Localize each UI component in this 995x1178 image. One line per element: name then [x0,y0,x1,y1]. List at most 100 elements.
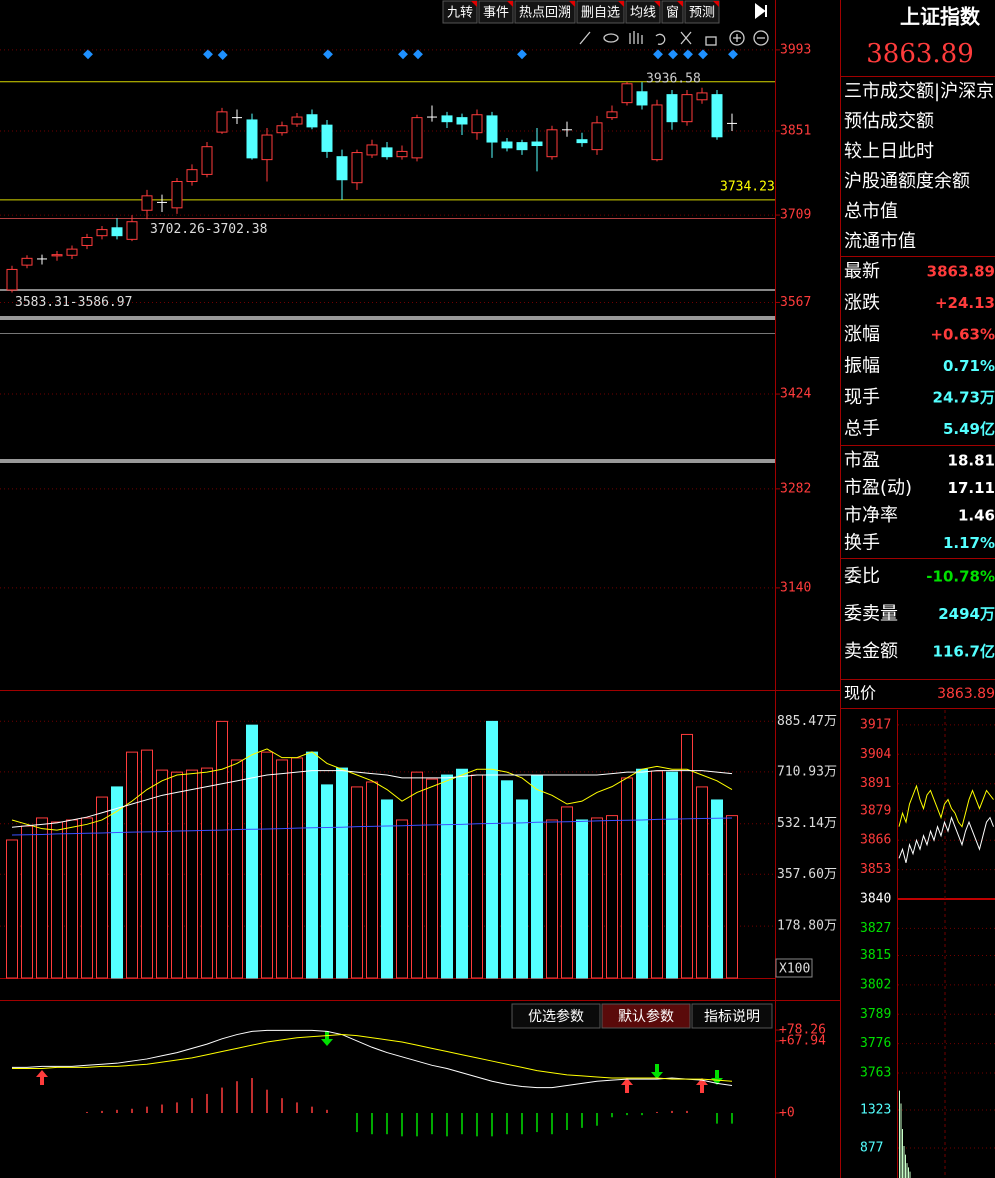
stat-label: 换手 [844,533,880,554]
toolbar-flag [618,1,624,7]
y-tick-label: +78.26 [779,1023,826,1038]
volume-bar [396,819,408,979]
event-marker[interactable] [728,49,738,60]
volume-bar [186,769,198,979]
indicator-button[interactable] [691,1003,773,1029]
candle-body [141,195,153,211]
y-tick-label: +67.94 [779,1033,826,1048]
volume-bar [351,786,363,979]
lock-icon[interactable] [705,36,717,46]
y-tick-label: 3853 [860,862,891,877]
stat-label: 市净率 [844,505,898,526]
candle-body [621,83,633,104]
volume-bar [441,774,453,979]
y-tick-label: 532.14万 [777,816,837,831]
volume-bar [201,767,213,979]
candle-body [6,268,18,291]
y-tick-label: 3140 [780,580,811,595]
y-tick-label: 3891 [860,776,891,791]
intraday-line [898,784,994,828]
buy-arrow [36,1070,48,1085]
event-marker[interactable] [653,49,663,60]
volume-bar [696,786,708,979]
quote-title: 上证指数 [900,5,981,29]
volume-bar [636,768,648,979]
toolbar-button[interactable] [514,0,576,24]
candle-body [546,129,558,158]
volume-bar [516,799,528,979]
volume-bar [66,819,78,979]
zoom-in-icon[interactable] [729,30,745,46]
y-tick-label: 3282 [780,481,811,496]
volume-bar [711,799,723,979]
volume-bar [141,749,153,979]
y-tick-label: 3866 [860,833,891,848]
toolbar-button[interactable] [625,0,661,24]
y-tick-label: 3763 [860,1066,891,1081]
indicator-button[interactable] [601,1003,691,1029]
pencil-icon[interactable] [579,31,591,45]
stat-label: 市盈(动) [844,478,912,499]
event-marker[interactable] [683,49,693,60]
volume-ma-line [11,748,733,831]
hand-icon[interactable] [629,31,643,44]
range-label: 3583.31-3586.97 [15,295,132,310]
toolbar-button[interactable] [442,0,478,24]
stat-label: 振幅 [844,356,880,377]
event-marker[interactable] [517,49,527,60]
y-tick-label: 710.93万 [777,764,837,779]
unit-box [775,958,813,978]
info-label: 总市值 [844,201,898,222]
y-tick-label: 3993 [780,42,811,57]
event-marker[interactable] [203,49,213,60]
event-marker[interactable] [217,50,228,60]
toolbar-button[interactable] [576,0,625,24]
collapse-icon[interactable] [755,3,767,19]
y-tick-label: 3789 [860,1007,891,1022]
toolbar-flag [507,1,513,7]
stat-value: 2494万 [938,605,995,623]
y-tick-label: 3827 [860,921,891,936]
stat-value: 18.81 [948,452,995,470]
toolbar-button[interactable] [684,0,720,24]
toolbar-flag [677,1,683,7]
info-label: 流通市值 [844,231,916,252]
volume-bar [366,781,378,979]
stat-label: 涨跌 [844,293,880,314]
y-tick-label: 885.47万 [777,714,837,729]
y-tick-label: 357.60万 [777,867,837,882]
volume-bar [321,784,333,979]
candle-body [501,141,513,149]
stat-label: 市盈 [844,450,880,471]
eye-icon[interactable] [603,33,619,43]
volume-bar [486,720,498,979]
volume-ma-line [11,817,733,836]
event-marker[interactable] [698,49,708,60]
volume-bar [681,733,693,979]
candle-body [681,94,693,123]
y-tick-label: 3567 [780,295,811,310]
scissors-icon[interactable] [680,31,692,45]
candle-body [516,142,528,151]
info-label: 三市成交额|沪深京 [844,81,994,102]
high-label: 3936.58 [646,71,701,86]
toolbar-label: 删自选 [581,6,620,21]
toolbar-label: 均线 [630,6,656,21]
toolbar-button[interactable] [478,0,514,24]
candle-body [201,146,213,175]
sell-arrow [321,1031,333,1046]
volume-bar [606,815,618,979]
undo-icon[interactable] [655,33,666,45]
candle-body [441,115,453,123]
tool-icons [579,30,769,46]
event-marker[interactable] [668,49,678,60]
buy-arrow [696,1078,708,1093]
zoom-out-icon[interactable] [753,30,769,46]
volume-bar [6,839,18,979]
indicator-button[interactable] [511,1003,601,1029]
volume-bar [546,819,558,979]
volume-bar [666,771,678,979]
stat-value: 3863.89 [927,263,995,281]
candle-body [576,139,588,144]
toolbar-button[interactable] [661,0,684,24]
